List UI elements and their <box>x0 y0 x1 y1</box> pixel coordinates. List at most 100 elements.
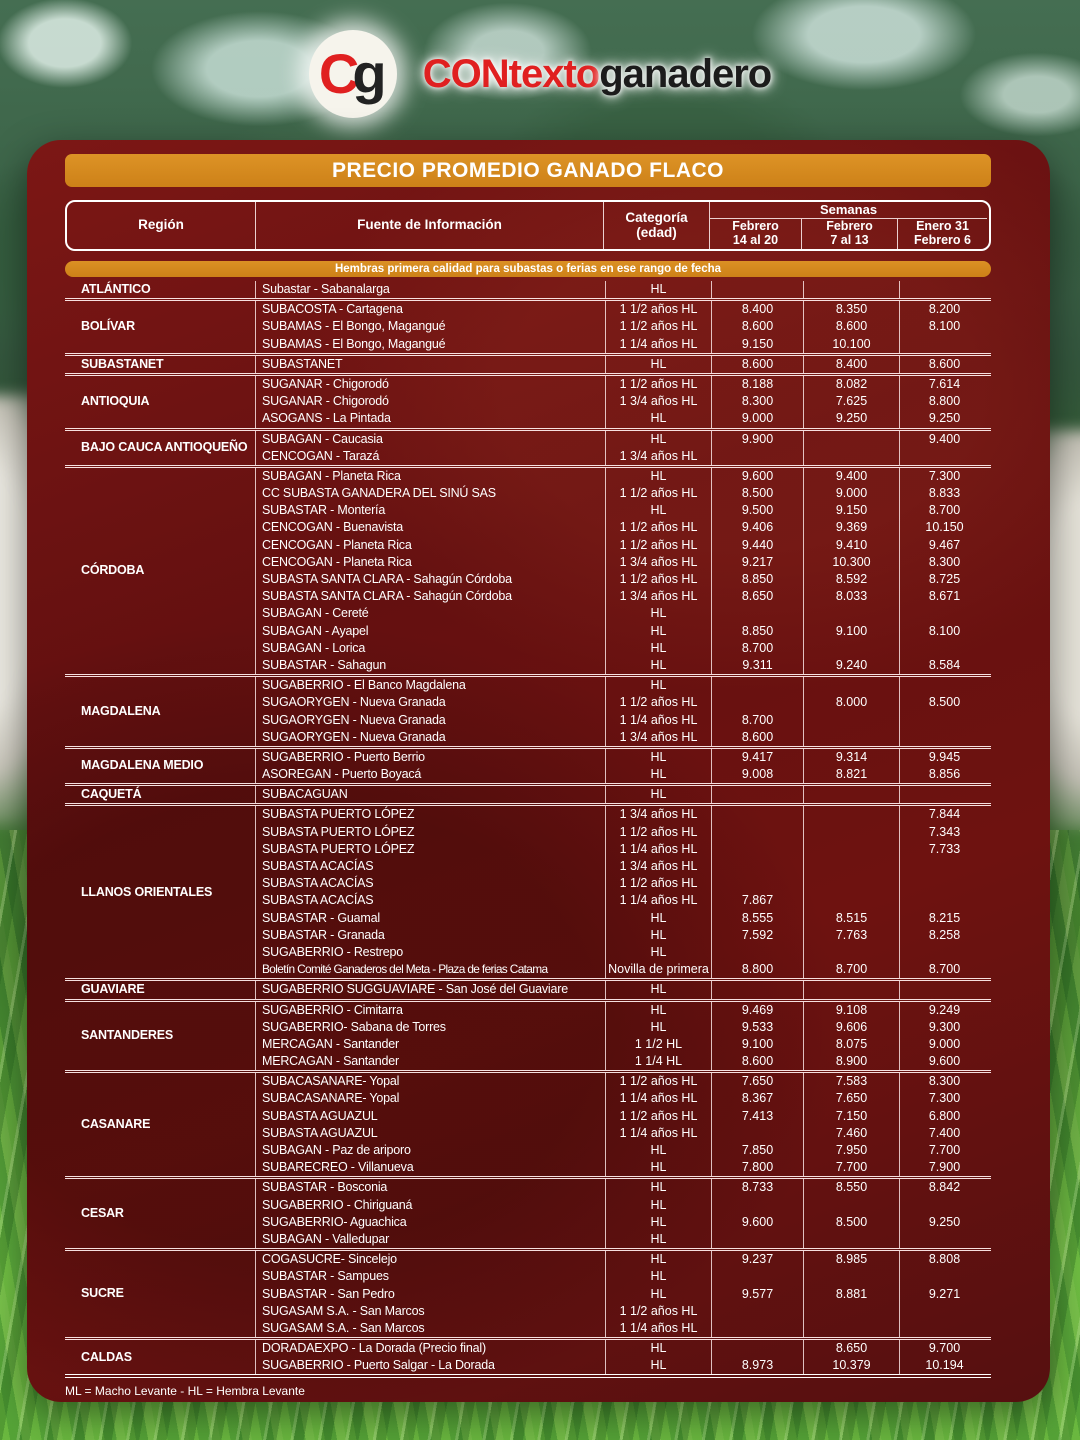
source-cell: SUBAGAN - Lorica <box>256 639 606 657</box>
region-label: SUCRE <box>65 1251 256 1338</box>
week3-price-cell: 9.250 <box>928 411 961 426</box>
region-label: CÓRDOBA <box>65 467 256 675</box>
region-label: SUBASTANET <box>65 355 256 373</box>
region-label: SANTANDERES <box>65 1001 256 1071</box>
week2-price-cell <box>804 1319 900 1338</box>
week3-price-cell: 8.833 <box>928 486 961 501</box>
week2-price-cell <box>804 858 900 876</box>
source-cell: SUBAGAN - Planeta Rica <box>256 467 606 486</box>
week2-price-cell: 7.950 <box>804 1142 900 1160</box>
source-cell: SUBASTAR - Montería <box>256 502 606 520</box>
week1-price-cell: 7.413 <box>712 1107 804 1125</box>
week2-price-cell <box>804 786 900 804</box>
week2-price-cell: 9.606 <box>804 1018 900 1036</box>
source-cell: DORADAEXPO - La Dorada (Precio final) <box>256 1340 606 1358</box>
week3-line2: Febrero 6 <box>914 233 971 247</box>
source-cell: Boletín Comité Ganaderos del Meta - Plaz… <box>256 961 606 979</box>
week2-price-cell: 7.150 <box>804 1107 900 1125</box>
source-cell: SUGABERRIO SUGGUAVIARE - San José del Gu… <box>256 981 606 999</box>
category-cell: 1 1/2 años HL <box>606 694 712 712</box>
source-cell: SUBASTANET <box>256 355 606 373</box>
category-cell: 1 1/2 años HL <box>606 571 712 589</box>
week1-price-cell: 8.850 <box>712 571 804 589</box>
week1-price-cell: 8.555 <box>712 909 804 927</box>
source-cell: SUBASTA SANTA CLARA - Sahagún Córdoba <box>256 571 606 589</box>
week3-price-cell: 8.258 <box>928 927 961 942</box>
week1-price-cell <box>712 694 804 712</box>
week3-price-cell: 7.844 <box>928 807 961 822</box>
week2-price-cell <box>804 981 900 999</box>
source-cell: SUGANAR - Chigorodó <box>256 393 606 411</box>
source-cell: SUBASTA ACACÍAS <box>256 875 606 893</box>
source-cell: SUGANAR - Chigorodó <box>256 375 606 394</box>
week1-price-cell: 8.367 <box>712 1090 804 1108</box>
source-cell: CENCOGAN - Tarazá <box>256 447 606 465</box>
source-cell: SUBACASANARE- Yopal <box>256 1090 606 1108</box>
week2-price-cell: 9.250 <box>804 410 900 428</box>
category-cell: 1 1/4 años HL <box>606 711 712 729</box>
week3-price-cell: 8.215 <box>928 910 961 925</box>
category-cell: 1 3/4 años HL <box>606 447 712 465</box>
week3-price-cell: 7.300 <box>928 468 961 483</box>
week1-price-cell <box>712 447 804 465</box>
week2-price-cell <box>804 1230 900 1249</box>
region-group: LLANOS ORIENTALES SUBASTA PUERTO LÓPEZ 1 3… <box>65 803 991 979</box>
category-cell: 1 1/4 años HL <box>606 840 712 858</box>
week1-price-cell: 7.850 <box>712 1142 804 1160</box>
week1-price-cell: 9.469 <box>712 1001 804 1019</box>
logo-circle-icon: C g <box>308 30 397 118</box>
category-cell: 1 1/4 años HL <box>606 1319 712 1338</box>
category-cell: HL <box>606 1179 712 1197</box>
region-label: LLANOS ORIENTALES <box>65 806 256 979</box>
source-cell: SUGABERRIO - Restrepo <box>256 943 606 962</box>
source-cell: SUBAGAN - Caucasia <box>256 430 606 448</box>
category-cell: 1 3/4 años HL <box>606 806 712 824</box>
week2-price-cell: 8.700 <box>804 961 900 979</box>
category-cell: HL <box>606 1251 712 1269</box>
week2-price-cell: 9.150 <box>804 502 900 520</box>
week2-price-cell <box>804 1196 900 1214</box>
category-cell: 1 1/2 años HL <box>606 1107 712 1125</box>
week1-price-cell: 9.577 <box>712 1285 804 1303</box>
category-cell: HL <box>606 355 712 373</box>
category-cell: 1 3/4 años HL <box>606 588 712 606</box>
week3-price-cell: 9.600 <box>928 1054 961 1069</box>
categoria-line1: Categoría <box>625 209 688 225</box>
week2-price-cell <box>804 639 900 657</box>
region-group: CESAR SUBASTAR - Bosconia HL 8.733 8.550 8.84… <box>65 1176 991 1249</box>
week3-price-cell: 9.249 <box>928 1002 961 1017</box>
week1-price-cell: 9.217 <box>712 553 804 571</box>
week1-price-cell <box>712 1340 804 1358</box>
source-cell: SUBASTA SANTA CLARA - Sahagún Córdoba <box>256 588 606 606</box>
week1-price-cell: 8.600 <box>712 1053 804 1071</box>
week1-price-cell: 9.440 <box>712 536 804 554</box>
source-cell: SUBARECREO - Villanueva <box>256 1159 606 1177</box>
week1-price-cell: 8.600 <box>712 355 804 373</box>
week1-price-cell <box>712 823 804 841</box>
week3-price-cell: 9.000 <box>928 1036 961 1051</box>
week1-price-cell: 9.600 <box>712 467 804 486</box>
category-cell: HL <box>606 981 712 999</box>
column-header-week3: Enero 31 Febrero 6 <box>898 219 987 249</box>
week1-price-cell: 9.406 <box>712 519 804 537</box>
source-cell: SUGABERRIO- Sabana de Torres <box>256 1018 606 1036</box>
source-cell: SUGABERRIO - Puerto Berrio <box>256 748 606 767</box>
week3-line1: Enero 31 <box>916 219 969 234</box>
week1-price-cell: 7.800 <box>712 1159 804 1177</box>
category-cell: HL <box>606 1018 712 1036</box>
source-cell: CC SUBASTA GANADERA DEL SINÚ SAS <box>256 485 606 503</box>
week2-price-cell <box>804 806 900 824</box>
category-cell: HL <box>606 909 712 927</box>
week3-price-cell: 9.250 <box>928 1214 961 1229</box>
week3-price-cell <box>900 858 989 875</box>
source-cell: SUGASAM S.A. - San Marcos <box>256 1302 606 1320</box>
region-group: SUCRE COGASUCRE- Sincelejo HL 9.237 8.985 8.8… <box>65 1248 991 1338</box>
week1-line1: Febrero <box>732 219 779 234</box>
week2-price-cell: 9.410 <box>804 536 900 554</box>
week3-price-cell: 8.671 <box>928 589 961 604</box>
week3-price-cell <box>900 640 989 657</box>
column-header-semanas: Semanas <box>710 202 987 219</box>
category-cell: 1 1/4 HL <box>606 1053 712 1071</box>
week2-line1: Febrero <box>826 219 873 234</box>
region-label: BOLÍVAR <box>65 301 256 353</box>
